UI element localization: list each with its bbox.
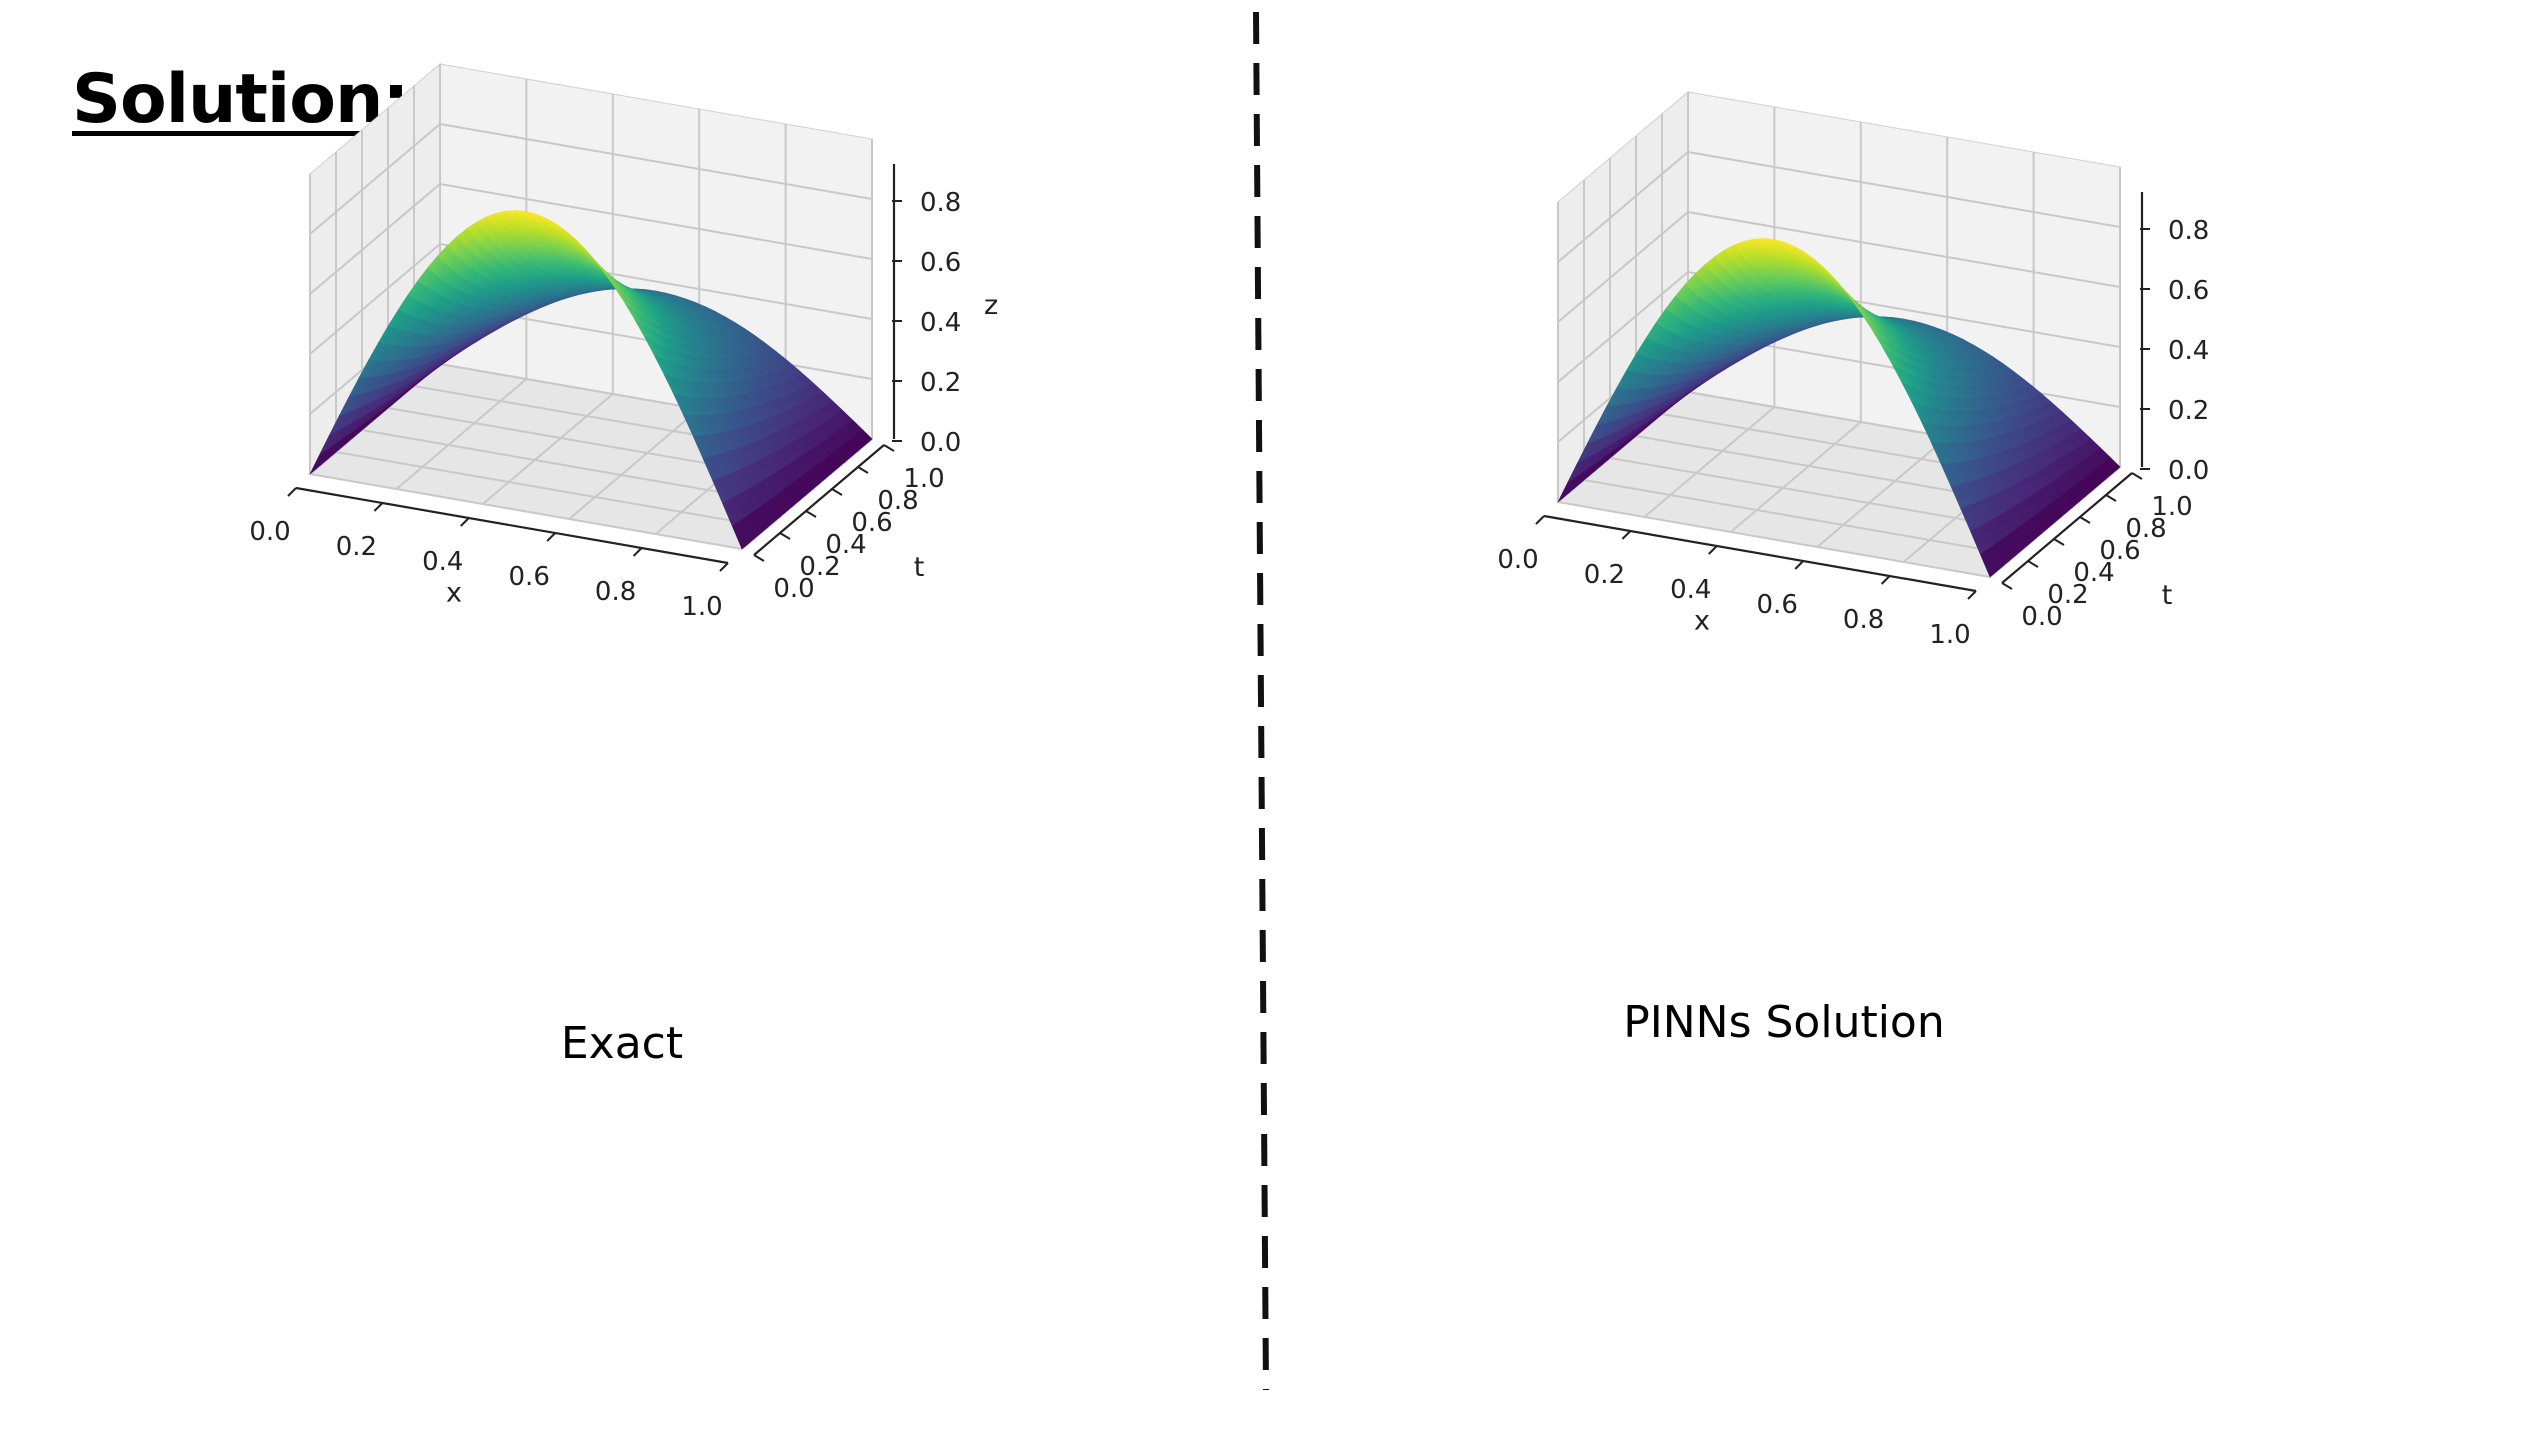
slide-title: Solution: bbox=[72, 60, 410, 139]
grid-z bbox=[309, 242, 873, 355]
grid-z bbox=[309, 122, 873, 235]
grid-z bbox=[309, 182, 873, 295]
surface bbox=[309, 210, 873, 550]
surface-plot-pinns: 0.0 0.2 0.4 0.6 0.8 1.00.00.20.40.60.81.00.00… bbox=[1497, 90, 2209, 650]
surface-plot-exact: 0.0 0.2 0.4 0.6 0.8 1.00.00.20.40.60.81.00.00… bbox=[249, 62, 998, 622]
